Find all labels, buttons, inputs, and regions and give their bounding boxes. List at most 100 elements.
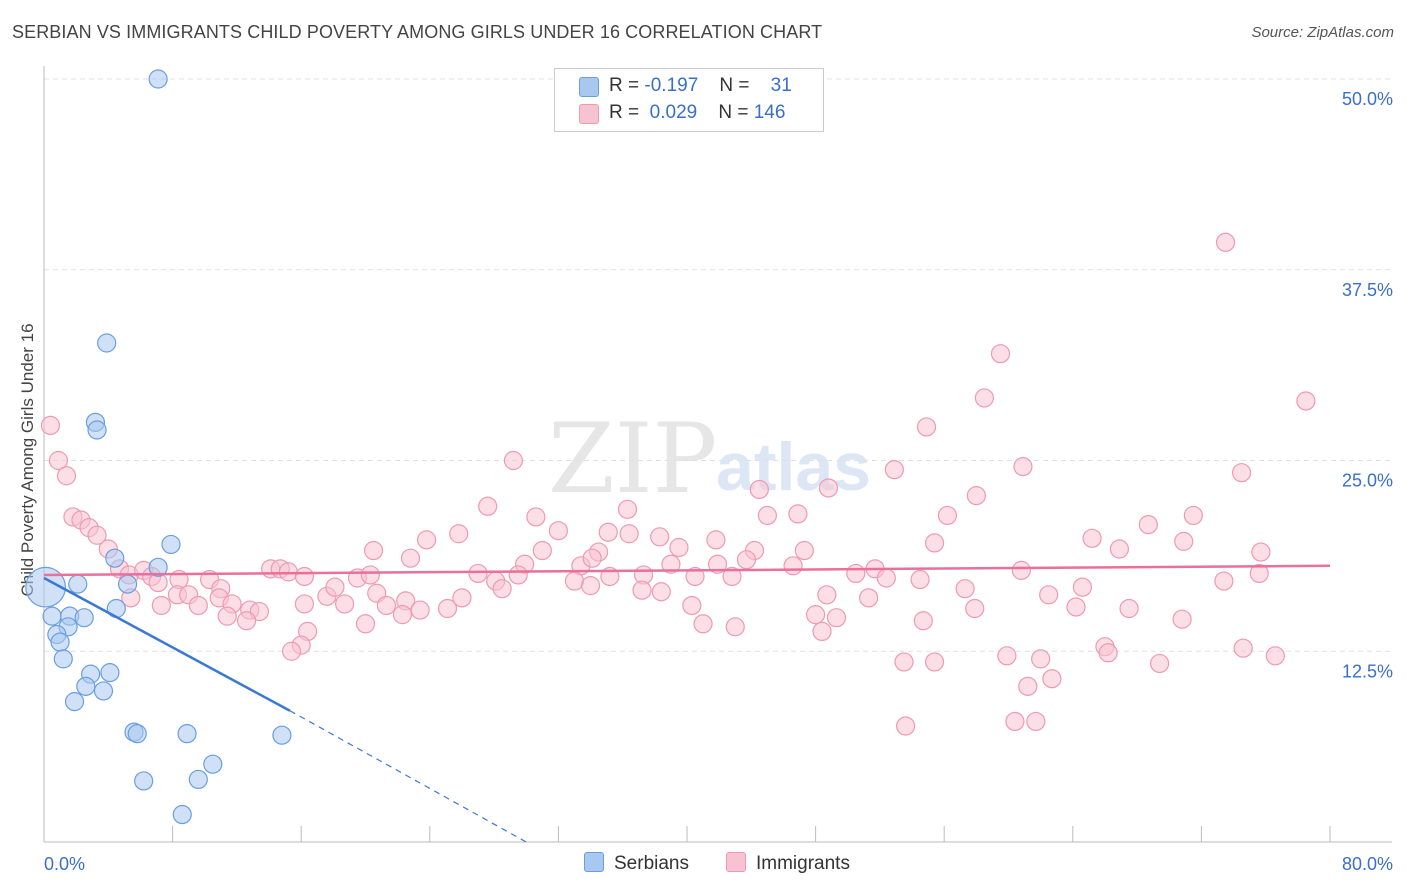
- immigrants-point: [1072, 577, 1093, 597]
- immigrants-point: [706, 530, 726, 550]
- x-tick-label: 80.0%: [1342, 854, 1393, 874]
- serbians-point: [68, 574, 88, 594]
- x-tick-label: 0.0%: [44, 854, 85, 874]
- immigrants-point: [669, 537, 689, 558]
- y-tick-label: 37.5%: [1342, 280, 1393, 300]
- y-tick-label: 25.0%: [1342, 471, 1393, 491]
- immigrants-point: [794, 540, 814, 561]
- serbians-point: [76, 676, 96, 696]
- immigrants-point: [1042, 669, 1062, 689]
- immigrants-point: [376, 595, 396, 616]
- serbians-swatch: [584, 852, 604, 872]
- immigrants-point: [924, 533, 945, 553]
- immigrants-point: [548, 521, 569, 541]
- immigrants-point: [1119, 598, 1139, 619]
- serbians-point: [161, 534, 181, 555]
- serbians-point: [134, 771, 154, 791]
- legend-n-label: N =: [719, 75, 750, 96]
- immigrants-point: [508, 565, 528, 585]
- immigrants-point: [1005, 711, 1025, 732]
- immigrants-point: [617, 499, 638, 519]
- serbians-point: [105, 548, 125, 568]
- serbians-point: [87, 420, 107, 440]
- serbians-point: [50, 632, 70, 652]
- immigrants-point: [788, 504, 808, 524]
- immigrants-point: [859, 588, 879, 608]
- legend: R = -0.197 N = 31 R = 0.029 N = 146: [554, 68, 824, 132]
- serbians-point: [42, 606, 62, 626]
- immigrants-point: [281, 641, 302, 661]
- immigrants-point: [598, 522, 618, 542]
- serbians-points: [25, 69, 292, 825]
- x-tick-labels: 0.0% 80.0%: [44, 854, 1393, 874]
- immigrants-point: [468, 563, 488, 584]
- immigrants-point: [1066, 597, 1086, 617]
- immigrants-point: [817, 585, 837, 605]
- serbians-point: [74, 608, 94, 628]
- serbians-point: [100, 663, 120, 683]
- serbians-point: [64, 692, 85, 712]
- immigrants-point: [580, 576, 601, 596]
- immigrants-point: [965, 598, 985, 619]
- immigrants-point: [722, 566, 742, 587]
- serbians-point: [97, 333, 117, 353]
- immigrants-point: [1018, 676, 1038, 696]
- serbians-point: [272, 725, 292, 745]
- immigrants-point: [40, 415, 61, 436]
- immigrants-point: [151, 595, 171, 616]
- immigrants-point: [188, 595, 208, 616]
- immigrants-point: [478, 496, 498, 516]
- immigrants-point: [749, 479, 769, 500]
- legend-r-label: R =: [609, 75, 640, 96]
- immigrants-legend-label: Immigrants: [756, 853, 850, 874]
- immigrants-point: [492, 579, 512, 599]
- immigrants-point: [884, 460, 904, 480]
- serbians-trend-line: [43, 576, 291, 712]
- immigrants-point: [757, 505, 777, 526]
- immigrants-point: [650, 527, 670, 547]
- immigrants-point: [1082, 528, 1102, 548]
- immigrants-point: [1183, 505, 1203, 526]
- legend-n-label: N =: [718, 102, 749, 123]
- serbians-point: [148, 557, 168, 577]
- immigrants-swatch: [579, 104, 599, 124]
- immigrants-point: [651, 582, 671, 602]
- serbians-point: [93, 681, 114, 701]
- immigrants-point: [1231, 463, 1252, 483]
- immigrants-point: [685, 566, 705, 587]
- immigrants-point: [682, 595, 702, 616]
- immigrants-point: [894, 652, 914, 672]
- immigrants-point: [812, 621, 832, 642]
- immigrants-point: [392, 605, 413, 625]
- immigrants-point: [355, 614, 376, 634]
- legend-r-label: R =: [609, 102, 640, 123]
- serbians-point: [127, 724, 147, 744]
- immigrants-point: [693, 614, 713, 634]
- serbians-swatch: [579, 77, 599, 97]
- immigrants-point: [1214, 571, 1234, 591]
- serbians-r-value: -0.197: [644, 75, 699, 96]
- immigrants-r-value: 0.029: [649, 102, 698, 123]
- immigrants-trend-line: [43, 564, 1331, 577]
- serbians-point: [25, 566, 67, 608]
- source-credit: Source: ZipAtlas.com: [1251, 24, 1394, 41]
- immigrants-point: [955, 579, 975, 599]
- immigrants-point: [632, 580, 652, 600]
- immigrants-point: [437, 598, 458, 619]
- serbians-point: [188, 769, 208, 790]
- immigrants-point: [966, 485, 986, 506]
- immigrants-point: [924, 652, 945, 672]
- immigrants-point: [1174, 531, 1194, 551]
- serbians-n-value: 31: [770, 75, 792, 96]
- immigrants-point: [1098, 643, 1118, 663]
- immigrants-point: [661, 554, 681, 574]
- immigrants-point: [997, 646, 1017, 666]
- serbians-trend-extension: [289, 710, 527, 843]
- bottom-legend-serbians: Serbians: [584, 852, 689, 875]
- immigrants-point: [294, 566, 315, 587]
- immigrants-point: [1039, 585, 1059, 605]
- watermark-zip: ZIP: [548, 403, 717, 515]
- immigrants-point: [56, 466, 77, 486]
- immigrants-point: [363, 540, 384, 561]
